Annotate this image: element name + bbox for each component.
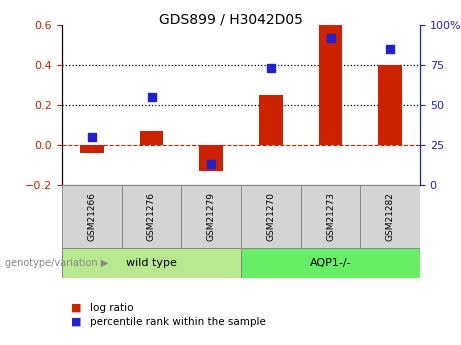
- Bar: [301, 185, 361, 248]
- Text: ■: ■: [71, 303, 82, 313]
- Bar: [361, 185, 420, 248]
- Point: [148, 94, 155, 100]
- Text: log ratio: log ratio: [89, 303, 133, 313]
- Text: GDS899 / H3042D05: GDS899 / H3042D05: [159, 12, 302, 26]
- Bar: [122, 185, 181, 248]
- Text: GSM21276: GSM21276: [147, 192, 156, 241]
- Text: GSM21279: GSM21279: [207, 192, 216, 241]
- Text: percentile rank within the sample: percentile rank within the sample: [89, 317, 266, 327]
- Bar: [140, 131, 164, 145]
- Point: [207, 161, 215, 167]
- Bar: [319, 25, 343, 145]
- Bar: [62, 248, 241, 278]
- Bar: [181, 185, 241, 248]
- Bar: [241, 185, 301, 248]
- Bar: [80, 145, 104, 153]
- Text: GSM21273: GSM21273: [326, 192, 335, 241]
- Text: GSM21266: GSM21266: [87, 192, 96, 241]
- Bar: [259, 95, 283, 145]
- Text: genotype/variation ▶: genotype/variation ▶: [5, 258, 108, 268]
- Bar: [199, 145, 223, 171]
- Text: wild type: wild type: [126, 258, 177, 268]
- Point: [327, 35, 334, 41]
- Text: ■: ■: [71, 317, 82, 327]
- Bar: [62, 185, 122, 248]
- Text: AQP1-/-: AQP1-/-: [310, 258, 351, 268]
- Bar: [241, 248, 420, 278]
- Text: GSM21282: GSM21282: [386, 192, 395, 241]
- Text: GSM21270: GSM21270: [266, 192, 275, 241]
- Point: [386, 46, 394, 52]
- Bar: [378, 65, 402, 145]
- Point: [88, 134, 95, 140]
- Point: [267, 66, 274, 71]
